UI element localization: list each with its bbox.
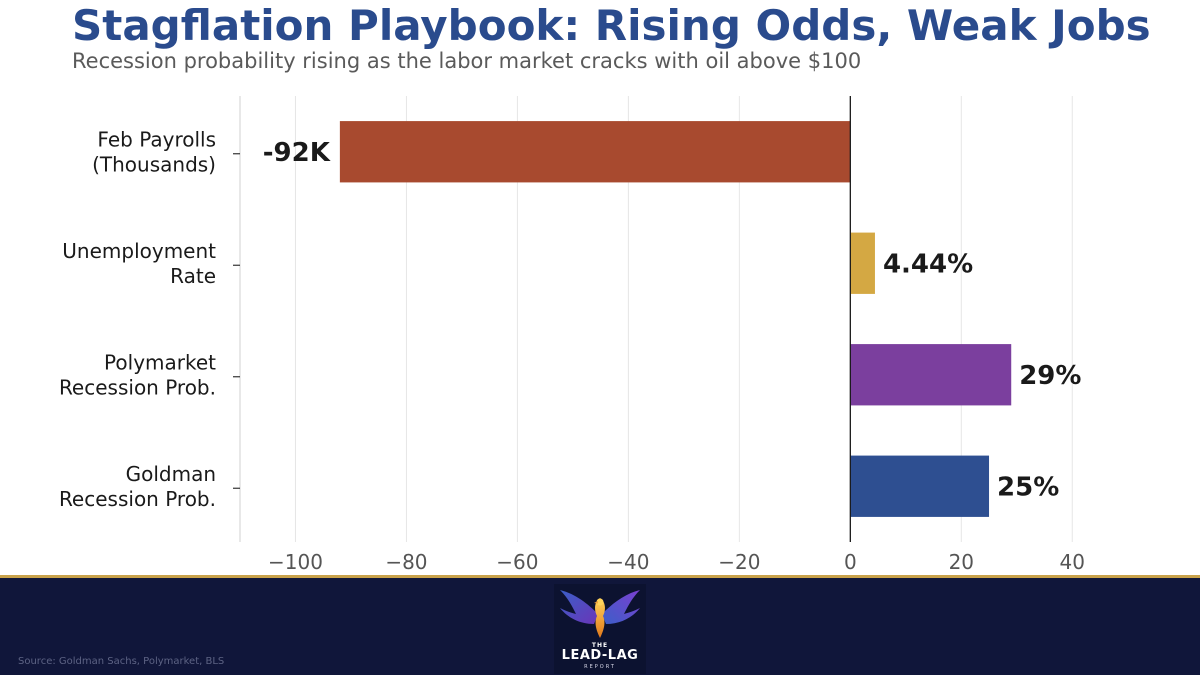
x-tick-label: 40 — [1060, 550, 1085, 574]
category-label: Polymarket — [104, 350, 216, 374]
category-label: Feb Payrolls — [97, 127, 216, 151]
logo-sub-text: REPORT — [584, 664, 616, 670]
bar — [850, 232, 875, 294]
lead-lag-report-logo: THE LEAD-LAG REPORT — [554, 584, 646, 674]
data-label: 29% — [1019, 361, 1081, 391]
data-label: 25% — [997, 472, 1059, 502]
bar-chart: -92K Feb Payrolls(Thousands) 4.44% Unemploy… — [59, 96, 1085, 574]
category-label: Rate — [170, 264, 216, 288]
x-tick-label: 0 — [844, 550, 857, 574]
chart-subtitle: Recession probability rising as the labo… — [72, 49, 862, 73]
bar — [850, 455, 990, 517]
source-note: Source: Goldman Sachs, Polymarket, BLS — [18, 656, 225, 667]
logo-the-text: THE — [591, 642, 609, 649]
category-label: Unemployment — [62, 239, 216, 263]
category-label: Goldman — [126, 462, 216, 486]
phoenix-icon — [560, 590, 640, 638]
data-label: 4.44% — [883, 249, 973, 279]
x-tick-label: −100 — [268, 550, 323, 574]
x-tick-label: −60 — [496, 550, 538, 574]
x-tick-label: 20 — [949, 550, 974, 574]
chart-title: Stagflation Playbook: Rising Odds, Weak … — [72, 1, 1151, 50]
bar — [850, 344, 1012, 406]
category-label: Recession Prob. — [59, 375, 216, 399]
category-label: Recession Prob. — [59, 487, 216, 511]
data-label: -92K — [263, 138, 331, 168]
x-tick-label: −80 — [385, 550, 427, 574]
category-label: (Thousands) — [92, 152, 216, 176]
logo-name-text: LEAD-LAG — [561, 648, 639, 663]
x-tick-label: −20 — [718, 550, 760, 574]
bar — [339, 121, 851, 183]
x-tick-label: −40 — [607, 550, 649, 574]
footer-bar: Source: Goldman Sachs, Polymarket, BLS — [0, 575, 1200, 675]
